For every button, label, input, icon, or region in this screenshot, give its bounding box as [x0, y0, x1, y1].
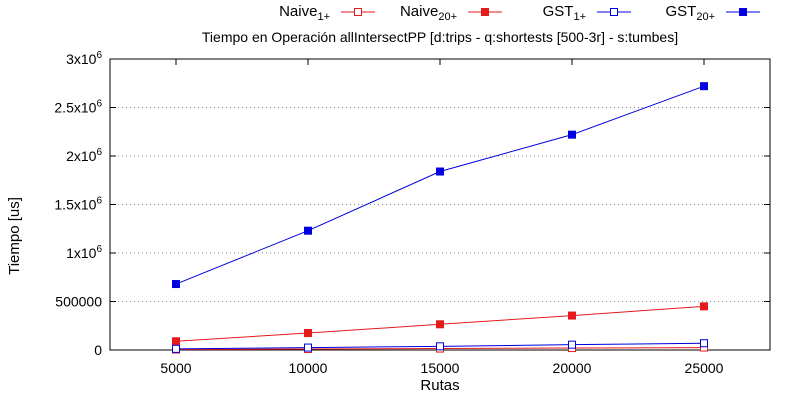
data-point: [304, 343, 312, 352]
x-axis-label: Rutas: [420, 377, 459, 394]
y-tick-label: 0: [94, 342, 102, 358]
data-point: [568, 340, 576, 349]
legend-label: GST1+: [543, 3, 586, 23]
plot-area: [109, 58, 771, 351]
y-tick-label: 1x106: [66, 244, 102, 261]
data-point: [700, 82, 708, 91]
y-tick-base: 2x10: [66, 148, 97, 164]
x-tick-label: 20000: [553, 360, 592, 376]
legend-marker: [610, 8, 618, 16]
legend-label: GST20+: [665, 3, 715, 23]
legend-marker: [739, 8, 747, 16]
legend-label: Naive1+: [279, 3, 330, 23]
legend-marker: [481, 8, 489, 16]
x-tick-label: 15000: [421, 360, 460, 376]
y-tick-base: 0: [94, 342, 102, 358]
legend-entry: Naive20+: [400, 3, 502, 23]
y-tick-label: 2x106: [66, 147, 102, 164]
data-point: [436, 342, 444, 351]
y-tick-exponent: 6: [96, 196, 102, 207]
legend-entry: GST20+: [665, 3, 760, 23]
y-tick-label: 500000: [55, 294, 102, 310]
x-tick-label: 10000: [289, 360, 328, 376]
y-tick-base: 2.5x10: [54, 100, 96, 116]
legend-series-subscript: 1+: [317, 11, 330, 23]
data-point: [568, 311, 576, 320]
y-tick-base: 1.5x10: [54, 197, 96, 213]
series-line: [175, 85, 705, 285]
data-point: [436, 320, 444, 329]
legend-entry: Naive1+: [279, 3, 375, 23]
y-tick-exponent: 6: [96, 147, 102, 158]
data-point: [568, 130, 576, 139]
y-tick-base: 1x10: [66, 245, 97, 261]
chart-title: Tiempo en Operación allIntersectPP [d:tr…: [202, 29, 678, 45]
data-point: [304, 329, 312, 338]
y-tick-exponent: 6: [96, 244, 102, 255]
grid-lines: [110, 107, 770, 302]
y-tick-label: 2.5x106: [54, 99, 102, 116]
axis-ticks: 05000001x1061.5x1062x1062.5x1063x1065000…: [54, 50, 770, 376]
x-tick-label: 5000: [160, 360, 191, 376]
series-layer: [172, 82, 708, 354]
data-point: [172, 344, 180, 353]
data-point: [172, 337, 180, 346]
y-tick-exponent: 6: [96, 50, 102, 61]
legend-marker: [354, 8, 362, 16]
y-tick-base: 500000: [55, 294, 102, 310]
series-gst-20plus: [172, 82, 708, 289]
legend-series-subscript: 20+: [438, 11, 457, 23]
legend-series-name: GST: [665, 3, 696, 20]
legend-series-name: Naive: [400, 3, 438, 20]
y-tick-label: 1.5x106: [54, 196, 102, 213]
data-point: [172, 280, 180, 289]
legend: Naive1+ Naive20+ GST1+ GST20+: [279, 3, 760, 23]
legend-series-name: Naive: [279, 3, 317, 20]
series-gst-1plus: [172, 339, 708, 353]
x-tick-label: 25000: [685, 360, 724, 376]
legend-label: Naive20+: [400, 3, 457, 23]
data-point: [304, 226, 312, 235]
y-tick-label: 3x106: [66, 50, 102, 67]
legend-series-subscript: 20+: [696, 11, 715, 23]
y-axis-label: Tiempo [us]: [6, 197, 23, 275]
data-point: [700, 339, 708, 348]
data-point: [436, 167, 444, 176]
legend-series-name: GST: [543, 3, 574, 20]
series-naive-20plus: [172, 302, 708, 346]
legend-series-subscript: 1+: [573, 11, 586, 23]
legend-entry: GST1+: [543, 3, 631, 23]
y-tick-base: 3x10: [66, 51, 97, 67]
y-tick-exponent: 6: [96, 99, 102, 110]
data-point: [700, 302, 708, 311]
